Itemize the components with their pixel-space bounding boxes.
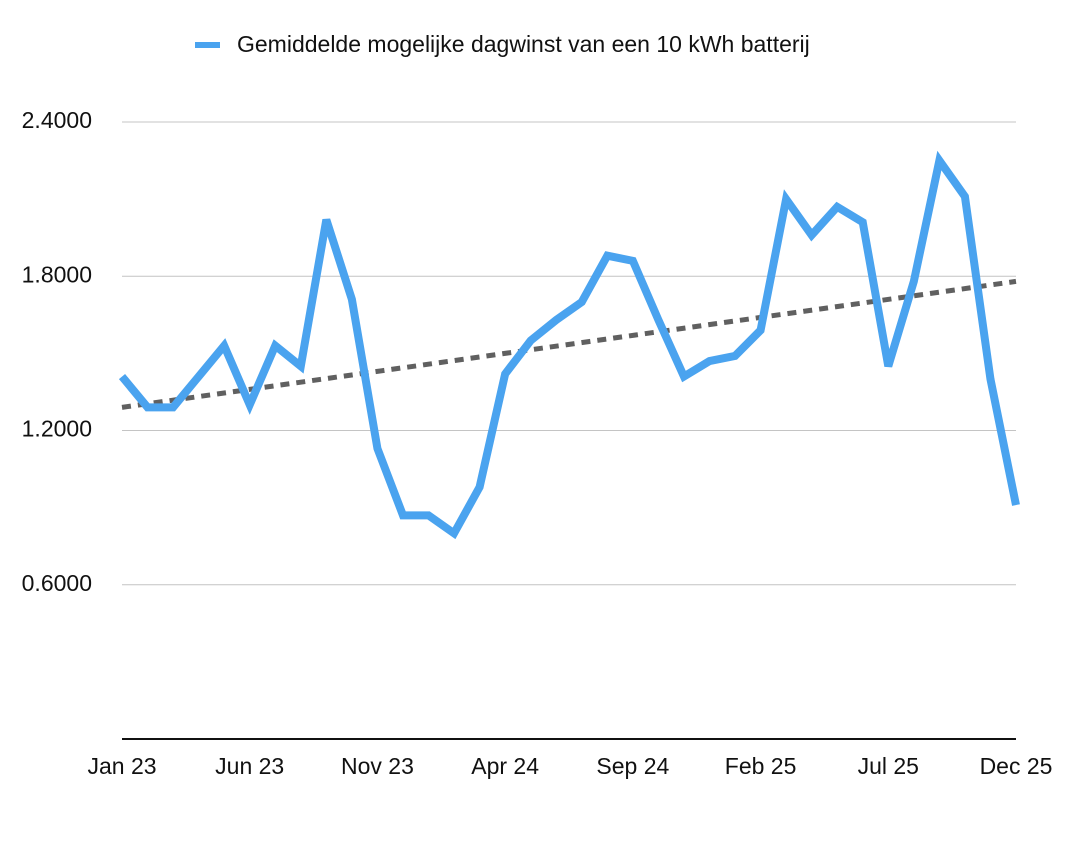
x-tick-label: Dec 25 bbox=[980, 753, 1053, 779]
x-tick-label: Sep 24 bbox=[596, 753, 669, 779]
x-tick-label: Feb 25 bbox=[725, 753, 797, 779]
x-tick-label: Nov 23 bbox=[341, 753, 414, 779]
data-line bbox=[118, 150, 1020, 540]
x-tick-label: Jun 23 bbox=[215, 753, 284, 779]
y-tick-label: 2.4000 bbox=[22, 107, 92, 133]
x-tick-label: Jul 25 bbox=[858, 753, 919, 779]
y-tick-label: 0.6000 bbox=[22, 570, 92, 596]
x-tick-label: Apr 24 bbox=[471, 753, 539, 779]
y-tick-label: 1.8000 bbox=[22, 261, 92, 287]
legend-label: Gemiddelde mogelijke dagwinst van een 10… bbox=[237, 31, 810, 57]
trendline bbox=[121, 278, 1017, 410]
y-tick-label: 1.2000 bbox=[22, 416, 92, 442]
x-tick-label: Jan 23 bbox=[87, 753, 156, 779]
